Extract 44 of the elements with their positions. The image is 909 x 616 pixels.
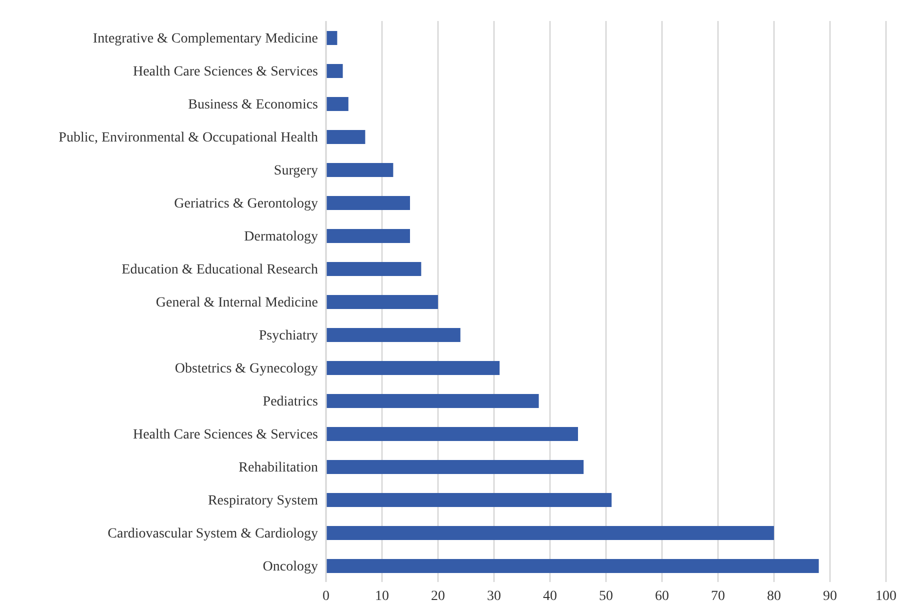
bar [326, 97, 348, 111]
x-tick-label: 60 [655, 588, 669, 604]
y-tick-label: Education & Educational Research [122, 262, 318, 278]
x-tick-label: 100 [876, 588, 896, 604]
bar [326, 130, 366, 144]
x-tick-label: 90 [823, 588, 837, 604]
bar [326, 163, 394, 177]
y-tick-label: Psychiatry [258, 328, 318, 344]
y-tick-label: Geriatrics & Gerontology [174, 196, 318, 212]
y-tick-label: Pediatrics [262, 394, 318, 410]
bar [326, 361, 500, 375]
y-tick-label: Respiratory System [208, 493, 318, 508]
y-tick-label: Oncology [262, 559, 318, 574]
y-tick-label: Cardiovascular System & Cardiology [108, 526, 318, 542]
y-tick-label: Business & Economics [188, 97, 318, 112]
y-tick-label: General & Internal Medicine [156, 295, 318, 310]
x-tick-label: 20 [431, 588, 445, 604]
x-tick-label: 70 [711, 588, 725, 604]
y-tick-label: Rehabilitation [238, 460, 318, 476]
bar [326, 229, 410, 243]
x-tick-label: 40 [543, 588, 557, 604]
bar [326, 196, 410, 210]
y-tick-label: Public, Environmental & Occupational Health [58, 130, 318, 146]
bar [326, 559, 819, 573]
y-tick-label: Health Care Sciences & Services [132, 64, 318, 80]
y-tick-label: Health Care Sciences & Services [132, 427, 318, 442]
bar [326, 295, 438, 309]
bar [326, 64, 343, 78]
x-tick-label: 50 [599, 588, 613, 604]
y-tick-label: Dermatology [244, 229, 318, 244]
bar [326, 427, 578, 441]
bar [326, 460, 584, 474]
x-tick-label: 10 [375, 588, 389, 604]
bar [326, 493, 612, 507]
x-tick-label: 80 [767, 588, 781, 604]
bar [326, 526, 774, 540]
bar [326, 394, 539, 408]
x-tick-label: 0 [322, 588, 330, 604]
bar [326, 262, 422, 276]
x-tick-label: 30 [487, 588, 501, 604]
y-tick-label: Surgery [274, 163, 318, 178]
y-tick-label: Obstetrics & Gynecology [174, 361, 318, 376]
y-tick-label: Integrative & Complementary Medicine [92, 31, 318, 46]
bar [326, 328, 460, 342]
